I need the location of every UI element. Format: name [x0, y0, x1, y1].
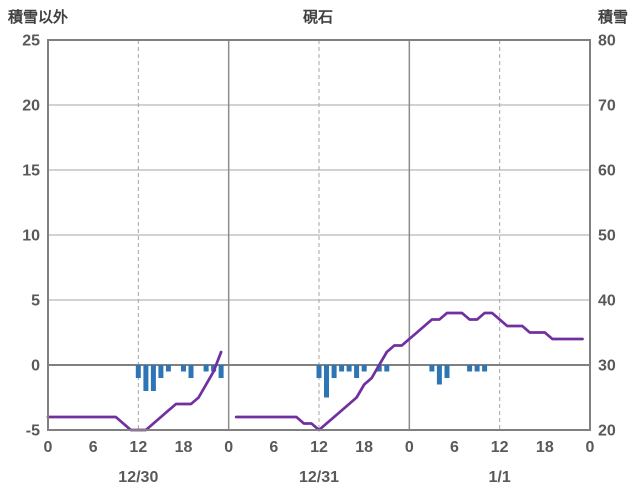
hour-tick-label: 12	[491, 439, 509, 456]
right-axis-tick-label: 80	[598, 33, 616, 50]
precipitation-bar	[474, 365, 480, 372]
snow-depth-line	[46, 350, 223, 432]
date-label: 12/31	[299, 469, 339, 486]
hour-tick-label: 6	[269, 439, 278, 456]
precipitation-bar	[165, 365, 171, 372]
precipitation-bar	[143, 365, 149, 391]
precipitation-bar	[444, 365, 450, 378]
hour-tick-label: 12	[129, 439, 147, 456]
right-axis-tick-label: 60	[598, 163, 616, 180]
precipitation-bar	[339, 365, 345, 372]
precipitation-bar	[436, 365, 442, 385]
left-axis-tick-label: 5	[31, 293, 40, 310]
left-axis-tick-label: 20	[22, 98, 40, 115]
precipitation-bar	[188, 365, 194, 378]
hour-tick-label: 18	[175, 439, 193, 456]
precipitation-bar	[331, 365, 337, 378]
precipitation-bar	[376, 365, 382, 372]
left-axis-tick-label: -5	[26, 423, 40, 440]
precipitation-bar	[203, 365, 209, 372]
chart-title: 硯石	[302, 9, 333, 26]
precipitation-bar	[354, 365, 360, 378]
precipitation-bar	[384, 365, 390, 372]
precipitation-bar	[346, 365, 352, 372]
precipitation-bar	[482, 365, 488, 372]
precipitation-bar	[158, 365, 164, 378]
date-label: 1/1	[489, 469, 511, 486]
left-axis-tick-label: 25	[22, 33, 40, 50]
plot-border	[47, 39, 591, 431]
left-axis-tick-label: 15	[22, 163, 40, 180]
hour-tick-label: 6	[450, 439, 459, 456]
right-axis-tick-label: 20	[598, 423, 616, 440]
precipitation-bar	[467, 365, 473, 372]
precipitation-bar	[361, 365, 367, 372]
left-axis-tick-label: 10	[22, 228, 40, 245]
hour-tick-label: 18	[355, 439, 373, 456]
hour-tick-label: 18	[536, 439, 554, 456]
right-axis-tick-label: 50	[598, 228, 616, 245]
precipitation-bar	[316, 365, 322, 378]
precipitation-bar	[324, 365, 329, 398]
right-axis-tick-label: 70	[598, 98, 616, 115]
precipitation-bar	[218, 365, 224, 378]
precipitation-bar	[150, 365, 156, 391]
left-axis-title: 積雪以外	[8, 9, 69, 26]
hour-tick-label: 0	[44, 439, 53, 456]
left-axis-tick-label: 0	[31, 358, 40, 375]
right-axis-title: 積雪	[597, 9, 628, 26]
precipitation-bar	[181, 365, 186, 372]
right-axis-tick-label: 40	[598, 293, 616, 310]
hour-tick-label: 0	[586, 439, 595, 456]
precipitation-bar	[429, 365, 435, 372]
date-label: 12/30	[118, 469, 158, 486]
hour-tick-label: 6	[89, 439, 98, 456]
hour-tick-label: 0	[224, 439, 233, 456]
snow-depth-line	[234, 311, 584, 432]
hour-tick-label: 0	[405, 439, 414, 456]
hour-tick-label: 12	[310, 439, 328, 456]
precipitation-bar	[135, 365, 141, 378]
right-axis-tick-label: 30	[598, 358, 616, 375]
